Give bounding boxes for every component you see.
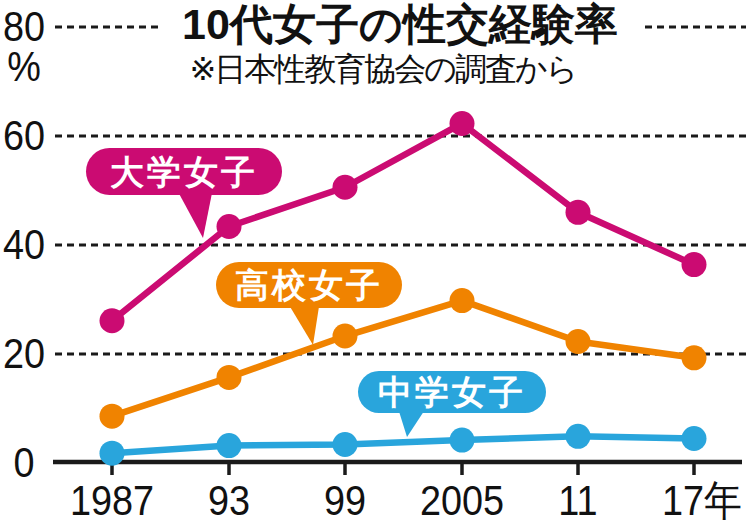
x-tick-label-1987: 1987 xyxy=(49,479,175,523)
point-middleschool-girls-2005 xyxy=(450,428,475,453)
chart-subtitle: ※日本性教育協会の調査から xyxy=(8,51,750,87)
point-middleschool-girls-99 xyxy=(333,432,358,457)
y-tick-label-0: 0 xyxy=(2,439,45,487)
y-axis-unit: % xyxy=(2,43,45,91)
legend-tail-university-girls xyxy=(176,188,213,238)
point-middleschool-girls-11 xyxy=(566,424,591,449)
point-middleschool-girls-1987 xyxy=(100,441,125,466)
point-university-girls-11 xyxy=(566,200,591,225)
x-tick-label-2005: 2005 xyxy=(399,479,525,523)
point-university-girls-2005 xyxy=(450,111,475,136)
point-university-girls-17年 xyxy=(682,252,707,277)
y-tick-label-60: 60 xyxy=(2,112,45,160)
point-highschool-girls-93 xyxy=(217,365,242,390)
point-highschool-girls-17年 xyxy=(682,345,707,370)
chart-title: 10代女子の性交経験率 xyxy=(50,0,750,48)
point-highschool-girls-1987 xyxy=(100,404,125,429)
point-highschool-girls-2005 xyxy=(450,288,475,313)
x-tick-label-99: 99 xyxy=(282,479,408,523)
legend-middleschool-girls: 中学女子 xyxy=(358,371,546,413)
x-tick-label-93: 93 xyxy=(166,479,292,523)
y-tick-label-40: 40 xyxy=(2,221,45,269)
legend-highschool-girls: 高校女子 xyxy=(216,262,402,308)
y-tick-label-20: 20 xyxy=(2,330,45,378)
line-middleschool-girls xyxy=(112,436,694,453)
point-university-girls-99 xyxy=(333,175,358,200)
point-university-girls-1987 xyxy=(100,308,125,333)
chart: 10代女子の性交経験率 ※日本性教育協会の調査から 020406080% 198… xyxy=(0,0,750,523)
point-highschool-girls-99 xyxy=(333,324,358,349)
legend-university-girls: 大学女子 xyxy=(86,148,282,195)
point-university-girls-93 xyxy=(217,214,242,239)
point-middleschool-girls-93 xyxy=(217,433,242,458)
point-middleschool-girls-17年 xyxy=(682,426,707,451)
x-tick-label-17年: 17年 xyxy=(639,479,750,523)
x-tick-label-11: 11 xyxy=(515,479,641,523)
point-highschool-girls-11 xyxy=(566,329,591,354)
